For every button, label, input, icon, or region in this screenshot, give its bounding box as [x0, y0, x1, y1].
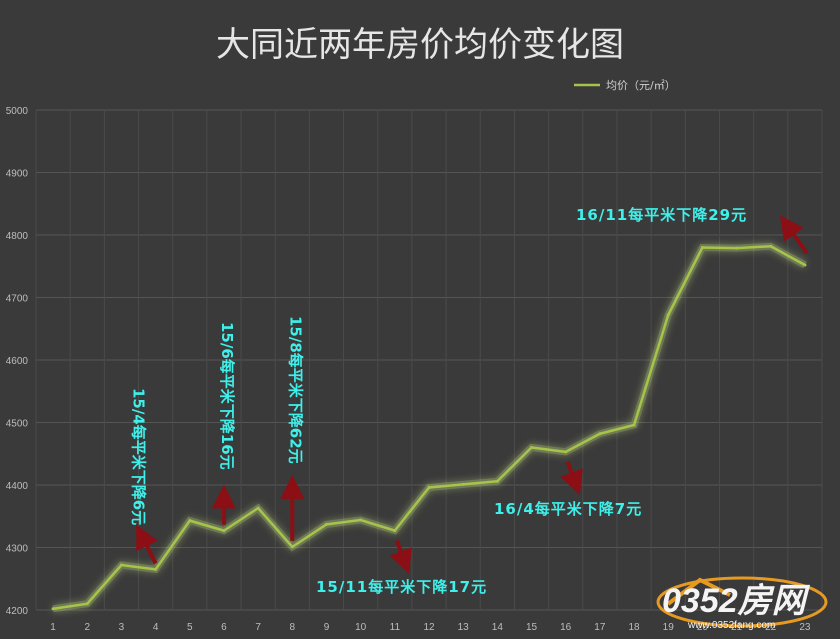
data-point: [735, 246, 739, 250]
x-tick-label: 6: [221, 622, 227, 633]
annotation-arrow: [136, 524, 158, 565]
x-tick-label: 18: [628, 622, 640, 633]
annotation-arrow: [560, 461, 583, 496]
data-point: [222, 529, 226, 533]
x-tick-label: 16: [560, 622, 572, 633]
y-tick-label: 4300: [6, 544, 29, 555]
data-point: [769, 244, 773, 248]
data-point: [256, 506, 260, 510]
x-tick-label: 4: [153, 622, 159, 633]
annotation-arrow: [389, 539, 413, 574]
y-tick-label: 4200: [6, 606, 29, 617]
annotation-arrow: [779, 215, 809, 255]
x-tick-label: 9: [324, 622, 330, 633]
y-tick-label: 4600: [6, 356, 29, 367]
watermark-url: www.0352fang.com: [687, 620, 775, 631]
data-point: [119, 563, 123, 567]
annotation-label: 16/4每平米下降7元: [494, 500, 642, 518]
x-tick-label: 14: [492, 622, 504, 633]
data-point: [393, 529, 397, 533]
x-tick-label: 13: [458, 622, 470, 633]
data-point: [154, 567, 158, 571]
annotation-label: 15/4每平米下降6元: [130, 388, 148, 525]
x-tick-label: 5: [187, 622, 193, 633]
chart-title: 大同近两年房价均价变化图: [216, 25, 624, 65]
data-point: [700, 246, 704, 249]
data-point: [324, 522, 328, 526]
watermark: 0352房网 www.0352fang.com: [656, 576, 828, 631]
x-tick-label: 1: [50, 622, 56, 633]
y-tick-label: 4800: [6, 231, 29, 242]
annotation-label: 16/11每平米下降29元: [576, 206, 747, 224]
data-point: [85, 602, 89, 606]
series-line-path: [52, 245, 806, 610]
x-tick-label: 19: [663, 622, 675, 633]
legend: 均价（元/㎡）: [574, 79, 676, 92]
data-point: [564, 450, 568, 454]
x-tick-label: 20: [697, 622, 709, 633]
x-tick-label: 15: [526, 622, 538, 633]
data-point: [803, 263, 807, 267]
gridlines: [35, 109, 823, 611]
data-point: [51, 607, 55, 611]
annotation-label: 15/6每平米下降16元: [218, 322, 236, 470]
annotation-arrows: [136, 215, 809, 574]
annotations: 15/4每平米下降6元 15/6每平米下降16元 15/8每平米下降62元 15/11…: [130, 206, 747, 596]
series-line: [51, 242, 807, 613]
data-point: [188, 519, 192, 523]
x-tick-label: 22: [765, 622, 777, 633]
x-tick-label: 11: [390, 622, 401, 633]
y-axis: 4200 4300 4400 4500 4600 4700 4800 4900 5000: [6, 106, 29, 617]
x-tick-label: 17: [594, 622, 606, 633]
x-tick-label: 3: [119, 622, 125, 633]
data-point: [427, 486, 431, 489]
watermark-brand: 0352房网: [662, 582, 811, 620]
x-tick-label: 12: [423, 622, 435, 633]
x-tick-label: 2: [84, 622, 90, 633]
data-point: [359, 518, 363, 522]
data-point: [495, 479, 499, 483]
data-point: [632, 423, 636, 427]
y-tick-label: 5000: [6, 106, 29, 117]
x-axis: 1 2 3 4 5 6 7 8 9 10 11 12 13 14 15 16 17 18 19 20 21 22 23: [50, 622, 811, 633]
x-tick-label: 21: [731, 622, 743, 633]
data-point: [530, 446, 534, 449]
annotation-label: 15/8每平米下降62元: [286, 316, 304, 464]
data-point: [290, 545, 294, 549]
data-point: [666, 313, 670, 317]
y-tick-label: 4500: [6, 419, 29, 430]
y-tick-label: 4400: [6, 481, 29, 492]
x-tick-label: 10: [355, 622, 367, 633]
x-tick-label: 8: [290, 622, 296, 633]
house-roof-icon: [666, 577, 731, 606]
data-point: [598, 432, 602, 436]
legend-label: 均价（元/㎡）: [606, 79, 676, 92]
y-tick-label: 4900: [6, 169, 29, 180]
x-tick-label: 7: [255, 622, 261, 633]
annotation-label: 15/11每平米下降17元: [316, 578, 487, 596]
data-point: [461, 482, 465, 486]
watermark-ring: [656, 576, 828, 628]
y-tick-label: 4700: [6, 294, 29, 305]
x-tick-label: 23: [799, 622, 811, 633]
